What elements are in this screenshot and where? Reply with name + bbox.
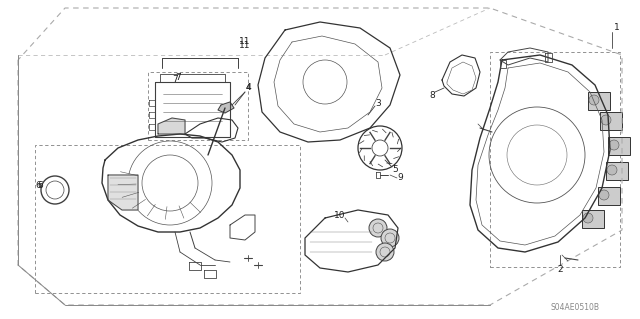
Bar — [608, 137, 630, 155]
Circle shape — [583, 213, 593, 223]
Circle shape — [589, 95, 599, 105]
Circle shape — [381, 229, 399, 247]
Polygon shape — [108, 175, 138, 210]
Polygon shape — [158, 118, 185, 134]
Bar — [582, 210, 604, 228]
Circle shape — [369, 219, 387, 237]
Bar — [598, 187, 620, 205]
Text: 4: 4 — [245, 84, 251, 93]
Text: 10: 10 — [334, 211, 346, 219]
Text: 3: 3 — [375, 99, 381, 108]
Text: 8: 8 — [429, 91, 435, 100]
Text: 5: 5 — [392, 166, 398, 174]
Bar — [600, 112, 622, 130]
Text: 9: 9 — [397, 174, 403, 182]
Bar — [588, 92, 610, 110]
Circle shape — [376, 243, 394, 261]
Bar — [606, 162, 628, 180]
Text: 11: 11 — [239, 38, 251, 47]
Circle shape — [599, 190, 609, 200]
Polygon shape — [218, 102, 234, 113]
Text: 11: 11 — [239, 41, 251, 49]
Text: 4: 4 — [245, 84, 251, 93]
Bar — [148, 72, 248, 140]
Text: 2: 2 — [557, 265, 563, 275]
Text: 6: 6 — [35, 181, 41, 189]
Bar — [35, 145, 300, 293]
Circle shape — [609, 140, 619, 150]
Circle shape — [607, 165, 617, 175]
Text: S04AE0510B: S04AE0510B — [550, 303, 600, 313]
Text: 6: 6 — [37, 181, 43, 189]
Text: 7: 7 — [172, 76, 178, 85]
Text: 1: 1 — [614, 24, 620, 33]
Text: 7: 7 — [175, 73, 181, 83]
Circle shape — [601, 115, 611, 125]
Bar — [490, 52, 620, 267]
